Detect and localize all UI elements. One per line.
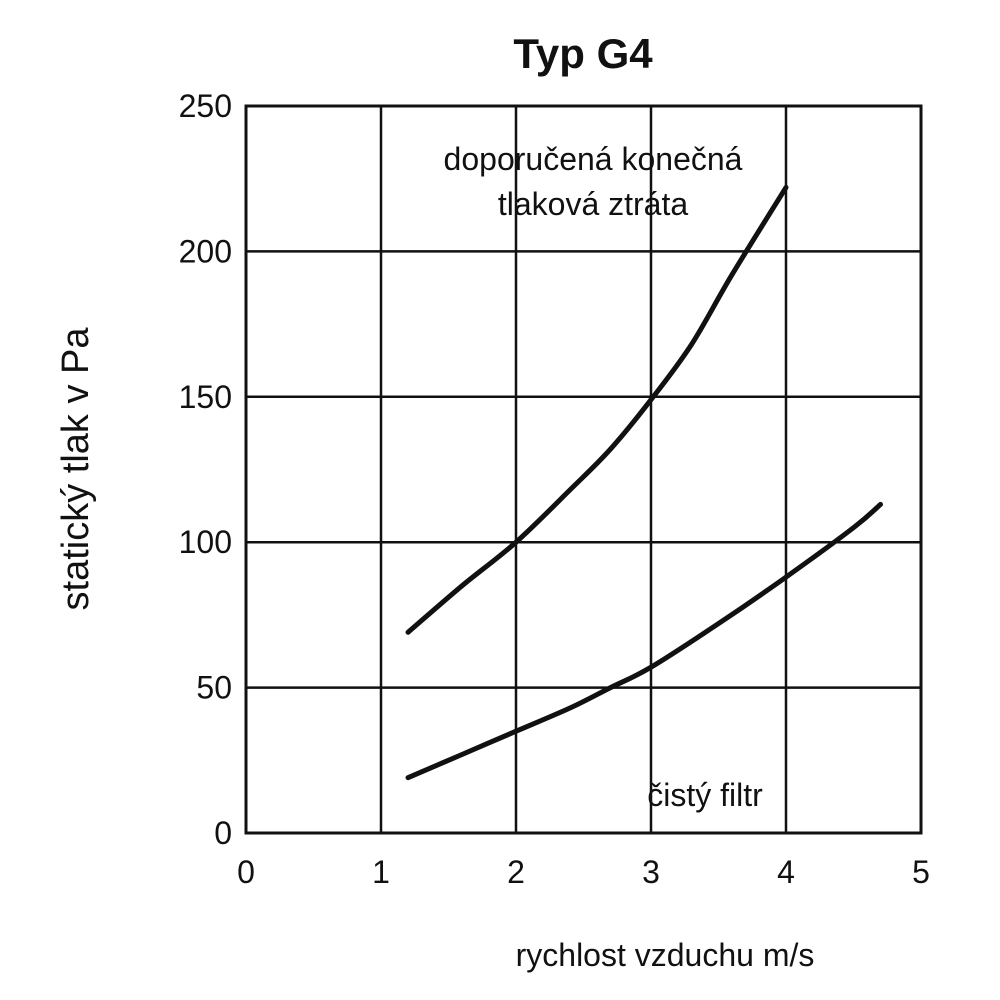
x-axis-label: rychlost vzduchu m/s	[516, 937, 815, 973]
y-axis-label: statický tlak v Pa	[55, 327, 97, 611]
annotation-upper-line1: doporučená konečná	[444, 141, 743, 177]
x-tick-label-4: 4	[777, 854, 795, 890]
y-tick-label-2: 100	[179, 524, 232, 560]
chart-title: Typ G4	[513, 30, 653, 77]
x-tick-label-2: 2	[507, 854, 525, 890]
y-tick-label-1: 50	[196, 670, 232, 706]
x-tick-labels: 0 1 2 3 4 5	[237, 854, 930, 890]
x-tick-label-3: 3	[642, 854, 660, 890]
plot-frame	[244, 104, 923, 835]
x-tick-label-5: 5	[912, 854, 930, 890]
y-tick-label-0: 0	[214, 815, 232, 851]
series-lines	[405, 184, 883, 781]
y-tick-labels: 0 50 100 150 200 250	[179, 88, 232, 851]
x-tick-label-1: 1	[372, 854, 390, 890]
series-line-1	[405, 501, 883, 781]
series-line-0	[405, 184, 789, 635]
y-tick-label-5: 250	[179, 88, 232, 124]
annotation-upper-line2: tlaková ztráta	[498, 186, 689, 222]
y-tick-label-4: 200	[179, 233, 232, 269]
annotation-lower: čistý filtr	[647, 777, 763, 813]
grid	[246, 106, 921, 833]
x-tick-label-0: 0	[237, 854, 255, 890]
y-tick-label-3: 150	[179, 379, 232, 415]
